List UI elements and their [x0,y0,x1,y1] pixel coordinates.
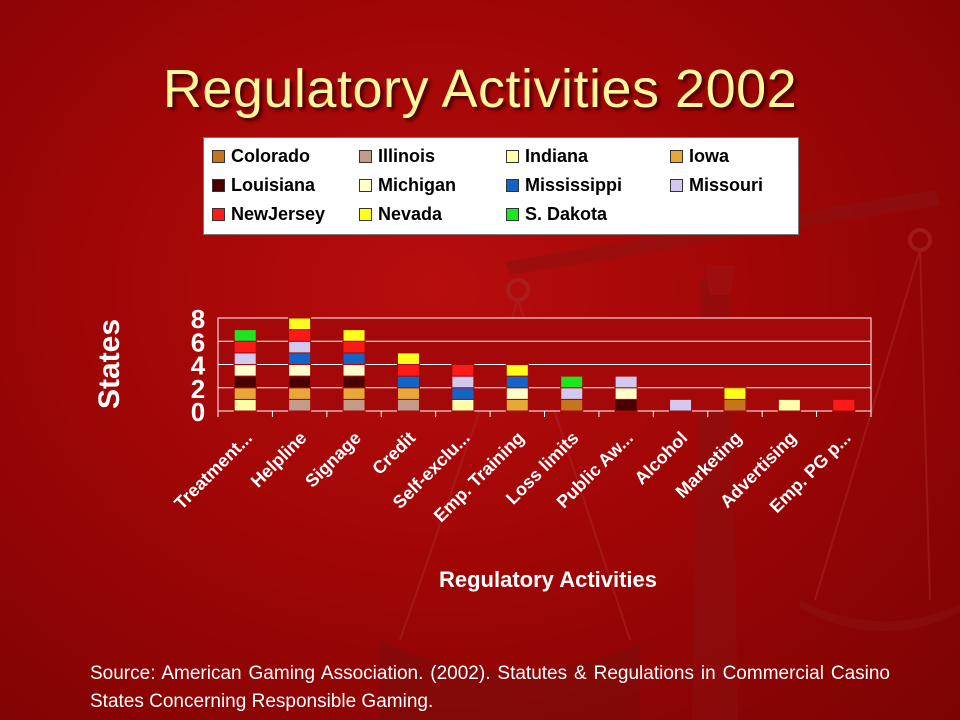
bar-segment [288,352,312,365]
legend-item: Colorado [212,145,310,167]
y-axis-title: States [93,319,126,409]
bar-segment [342,340,366,354]
x-tick-label: Signage [301,428,365,492]
legend-item: Michigan [359,174,456,196]
bar-segment [396,387,420,400]
slide-title: Regulatory Activities 2002 [162,59,798,119]
bar-segment [288,329,312,342]
legend-item: Iowa [670,145,729,167]
bar-segment [288,364,312,377]
legend-swatch [359,207,372,221]
bar-segment [342,352,366,365]
y-tick-label: 6 [191,327,205,357]
bar-segment [288,398,312,412]
bar-segment [723,398,747,412]
x-tick-label: Treatment... [170,428,256,514]
bar-segment [505,387,529,400]
bar-segment [342,364,366,377]
bar-segment [505,364,529,377]
legend-label: Nevada [378,203,443,224]
bar-segment [614,398,638,412]
legend-item: S. Dakota [506,203,607,225]
bar-segment [288,340,312,354]
bar-segment [396,364,420,377]
bar-segment [451,364,475,377]
legend-label: S. Dakota [525,203,608,224]
bar-segment [233,329,257,342]
legend-item: NewJersey [212,203,325,225]
bar-segment [451,375,475,389]
source-citation: Source: American Gaming Association. (20… [90,663,890,712]
bar-segment [342,387,366,400]
bar-segment [233,364,257,377]
legend-label: Michigan [378,174,457,195]
bar-segment [396,375,420,389]
bar-segment [233,398,257,412]
bar-segment [614,387,638,400]
bar-segment [233,352,257,365]
bar-segment [342,375,366,389]
bar-segment [669,398,693,412]
bar-segment [396,352,420,365]
legend-swatch [359,178,372,192]
legend-swatch [212,149,225,163]
legend-label: Iowa [689,145,730,166]
bar-segment [288,375,312,389]
legend-swatch [506,149,519,163]
bar-segment [832,398,856,412]
chart-legend: Colorado Illinois Indiana Iowa Louisiana Mich… [203,137,799,235]
legend-swatch [670,149,683,163]
bar-segment [233,340,257,354]
bar-segment [451,398,475,412]
legend-item: Mississippi [506,174,622,196]
y-tick-label: 8 [191,304,205,334]
bar-segment [723,387,747,400]
legend-swatch [212,178,225,192]
legend-label: Indiana [525,145,589,166]
legend-swatch [506,178,519,192]
x-tick-label: Helpline [247,428,311,492]
legend-item: Illinois [359,145,435,167]
legend-label: Missouri [689,174,764,195]
legend-item: Louisiana [212,174,315,196]
bar-segment [288,387,312,400]
bar-segment [614,375,638,389]
bar-segment [560,398,584,412]
legend-label: Louisiana [231,174,316,195]
legend-swatch [506,207,519,221]
x-axis-title: Regulatory Activities [439,567,657,592]
legend-label: Illinois [378,145,436,166]
bar-segment [233,387,257,400]
bar-segment [560,375,584,389]
legend-label: Colorado [231,145,310,166]
bar-segment [288,317,312,331]
legend-swatch [670,178,683,192]
legend-swatch [212,207,225,221]
y-tick-label: 0 [191,397,205,427]
bar-segment [342,329,366,342]
legend-label: NewJersey [231,203,326,224]
legend-item: Nevada [359,203,442,225]
y-tick-label: 4 [191,351,206,381]
bar-segment [396,398,420,412]
legend-label: Mississippi [525,174,623,195]
bar-segment [505,375,529,389]
bar-segment [233,375,257,389]
y-tick-label: 2 [191,374,205,404]
bar-segment [505,398,529,412]
bar-segment [777,398,801,412]
legend-swatch [359,149,372,163]
bar-segment [560,387,584,400]
bar-segment [451,387,475,400]
x-tick-label: Credit [368,428,419,479]
bar-segment [342,398,366,412]
legend-item: Missouri [670,174,763,196]
legend-item: Indiana [506,145,588,167]
